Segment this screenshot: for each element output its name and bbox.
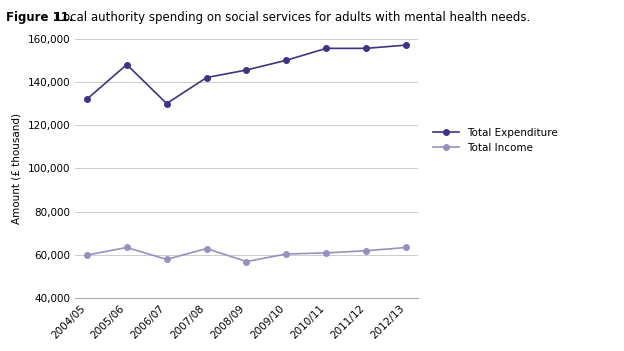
Total Income: [163, 257, 170, 261]
Total Expenditure: [163, 101, 170, 106]
Total Expenditure: [203, 75, 210, 80]
Total Expenditure: [363, 46, 370, 51]
Total Income: [402, 245, 410, 250]
Total Expenditure: [83, 97, 90, 101]
Total Income: [323, 251, 330, 255]
Line: Total Expenditure: Total Expenditure: [84, 42, 409, 106]
Text: Figure 11.: Figure 11.: [6, 11, 74, 24]
Total Expenditure: [283, 58, 290, 62]
Text: Local authority spending on social services for adults with mental health needs.: Local authority spending on social servi…: [53, 11, 530, 24]
Total Income: [243, 259, 250, 264]
Total Expenditure: [323, 46, 330, 51]
Total Income: [283, 252, 290, 256]
Total Expenditure: [402, 43, 410, 47]
Total Expenditure: [123, 62, 130, 67]
Total Income: [363, 249, 370, 253]
Total Income: [123, 245, 130, 250]
Total Income: [203, 246, 210, 251]
Total Income: [83, 253, 90, 257]
Line: Total Income: Total Income: [84, 245, 409, 264]
Total Expenditure: [243, 68, 250, 72]
Legend: Total Expenditure, Total Income: Total Expenditure, Total Income: [432, 128, 558, 153]
Y-axis label: Amount (£ thousand): Amount (£ thousand): [12, 113, 22, 224]
